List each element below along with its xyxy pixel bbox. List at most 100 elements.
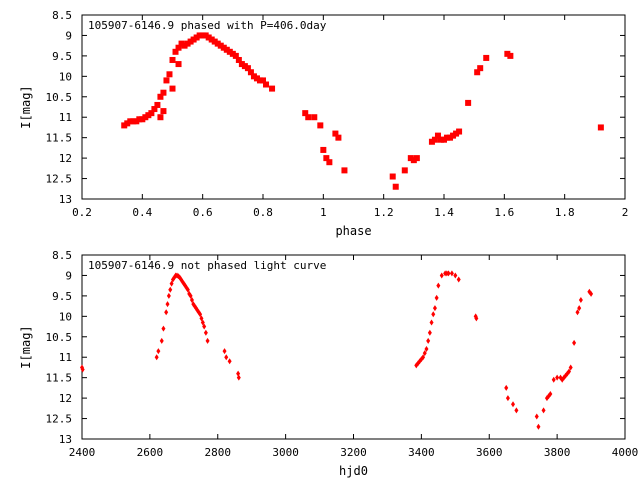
chart-1-data-point <box>551 376 556 383</box>
chart-0-data-point <box>320 146 327 153</box>
chart-1-chart-title: 105907-6146.9 not phased light curve <box>88 259 326 272</box>
chart-0-data-point <box>223 46 230 53</box>
chart-1-data-point <box>224 354 229 361</box>
chart-0-data-point <box>341 167 348 174</box>
chart-1-data-point <box>424 346 429 353</box>
chart-0-data-point <box>437 136 444 143</box>
chart-0-data-point <box>157 114 164 121</box>
chart-0-data-point <box>465 99 472 106</box>
chart-1-data-point <box>202 323 207 330</box>
chart-0-data-point <box>142 114 149 121</box>
chart-0-data-point <box>217 42 224 49</box>
chart-0-y-tick-label: 10 <box>59 70 72 83</box>
chart-0-x-tick-label: 1.6 <box>494 206 514 219</box>
chart-0-x-tick-label: 0.4 <box>132 206 152 219</box>
chart-1-y-tick-label: 8.5 <box>52 249 72 262</box>
chart-0-x-axis-label: phase <box>335 224 371 238</box>
chart-1-data-point <box>164 309 169 316</box>
chart-0-data-point <box>136 116 143 123</box>
chart-1-data-point <box>511 401 516 408</box>
chart-0-data-point <box>401 167 408 174</box>
chart-0-data-point <box>504 50 511 57</box>
chart-0-data-point <box>238 61 245 68</box>
chart-1-data-point <box>185 286 190 293</box>
chart-0-data-point <box>335 134 342 141</box>
chart-1-data-point <box>80 366 85 373</box>
chart-1-data-point <box>578 296 583 303</box>
chart-1-y-tick-label: 12 <box>59 392 72 405</box>
chart-1-data-point <box>199 315 204 322</box>
chart-1-data-point <box>200 319 205 326</box>
chart-1-y-tick-label: 10 <box>59 310 72 323</box>
chart-1-x-tick-label: 2400 <box>69 446 96 459</box>
chart-0-data-point <box>450 132 457 139</box>
chart-0-data-point <box>187 38 194 45</box>
chart-1-data-point <box>165 301 170 308</box>
chart-0-data-point <box>166 71 173 78</box>
chart-0-data-point <box>130 118 137 125</box>
chart-0-y-tick-label: 12 <box>59 152 72 165</box>
chart-0-x-tick-label: 1.2 <box>374 206 394 219</box>
chart-0-data-point <box>214 40 221 47</box>
chart-0-data-point <box>190 36 197 43</box>
chart-1-data-point <box>505 395 510 402</box>
chart-0-data-point <box>151 106 158 113</box>
chart-1-data-point <box>203 329 208 336</box>
chart-0-data-point <box>447 134 454 141</box>
chart-1-data-point <box>168 286 173 293</box>
chart-1-data-point <box>222 348 227 355</box>
chart-0-data-point <box>160 108 167 115</box>
chart-1-x-tick-label: 3200 <box>340 446 367 459</box>
chart-0-data-point <box>326 159 333 166</box>
chart-0-data-point <box>208 36 215 43</box>
chart-0-y-tick-label: 9 <box>65 29 72 42</box>
chart-0-data-point <box>193 34 200 41</box>
chart-1-data-point <box>504 384 509 391</box>
chart-0-data-point <box>392 183 399 190</box>
chart-0-x-tick-label: 2 <box>622 206 629 219</box>
chart-0-data-point <box>256 77 263 84</box>
chart-0-data-point <box>178 40 185 47</box>
chart-0-data-point <box>175 44 182 51</box>
chart-0-data-point <box>269 85 276 92</box>
chart-0-data-point <box>597 124 604 131</box>
chart-1-x-tick-label: 3800 <box>544 446 571 459</box>
chart-1-data-point <box>439 272 444 279</box>
chart-1-data-point <box>548 391 553 398</box>
chart-0-data-point <box>121 122 128 129</box>
chart-1-data-point <box>514 407 519 414</box>
chart-0-y-tick-label: 13 <box>59 193 72 206</box>
chart-1-y-tick-label: 9.5 <box>52 290 72 303</box>
chart-0-data-point <box>229 50 236 57</box>
chart-0-data-point <box>444 134 451 141</box>
chart-0-data-point <box>241 63 248 70</box>
chart-0-data-point <box>410 157 417 164</box>
chart-0-data-point <box>389 173 396 180</box>
chart-1-data-point <box>227 358 232 365</box>
chart-0-data-point <box>247 69 254 76</box>
chart-1-data-point <box>446 270 451 277</box>
chart-1-x-tick-label: 3600 <box>476 446 503 459</box>
chart-1-data-point <box>434 294 439 301</box>
chart-0-y-tick-label: 9.5 <box>52 50 72 63</box>
chart-1-data-point <box>432 305 437 312</box>
chart-0-chart-title: 105907-6146.9 phased with P=406.0day <box>88 19 327 32</box>
chart-1-data-point <box>474 315 479 322</box>
chart-0-data-point <box>413 155 420 162</box>
chart-1-data-point <box>236 374 241 381</box>
chart-1-data-point <box>427 329 432 336</box>
chart-0-y-tick-label: 10.5 <box>46 91 73 104</box>
chart-0-data-point <box>157 93 164 100</box>
unphased-light-curve-panel: 2400 2600 2800 3000 3200 3400 3600 3800 4000 8.5 9… <box>19 249 638 478</box>
chart-0-plot-frame <box>81 14 626 200</box>
chart-1-data-point <box>555 374 560 381</box>
chart-0-data-point <box>154 101 161 108</box>
chart-0-data-point <box>302 110 309 117</box>
chart-0-data-point <box>148 110 155 117</box>
chart-0-y-tick-label: 8.5 <box>52 9 72 22</box>
chart-1-y-tick-label: 10.5 <box>46 331 73 344</box>
chart-0-data-point <box>169 85 176 92</box>
chart-1-data-point <box>431 311 436 318</box>
chart-0-data-point <box>453 130 460 137</box>
